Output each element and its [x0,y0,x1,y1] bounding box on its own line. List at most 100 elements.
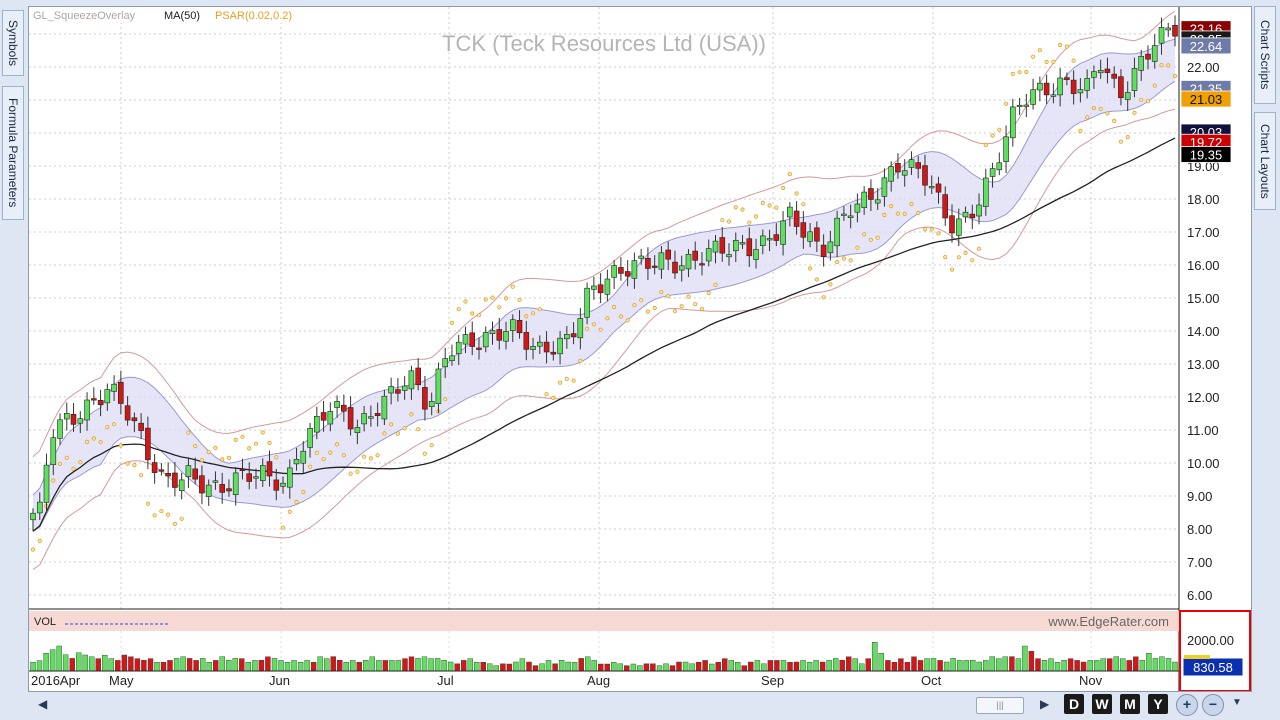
psar-dot [821,295,826,300]
psar-dot [213,445,218,450]
volume-bar [330,656,336,672]
volume-bar [735,662,741,672]
chart-canvas[interactable]: TCK (Teck Resources Ltd (USA)) GL_Squeez… [29,7,1251,692]
volume-bar [1048,658,1054,672]
volume-bar [722,658,728,672]
candle [455,341,462,355]
candle [807,231,813,242]
watermark: www.EdgeRater.com [1047,614,1169,629]
scroll-left-arrow[interactable]: ◀ [38,697,48,711]
volume-bar [324,658,330,672]
candle [435,368,442,405]
volume-bar [232,658,239,672]
volume-bar [630,663,637,672]
candle [901,170,908,176]
candle [138,422,144,431]
psar-dot [794,191,799,196]
candle [158,469,165,472]
candle [30,512,36,521]
psar-dot [152,513,157,518]
psar-dot [841,256,847,261]
psar-dot [503,296,509,301]
chart-frame[interactable]: TCK (Teck Resources Ltd (USA)) GL_Squeez… [28,6,1252,692]
candle [719,237,726,254]
volume-bar [461,660,467,672]
psar-dot [875,235,880,240]
volume-bar [1015,658,1022,672]
psar-dot [1078,128,1083,133]
scroll-thumb[interactable]: ||| [976,697,1024,714]
psar-dot [1166,63,1171,68]
candle [746,238,753,257]
candle [1091,71,1097,78]
bottom-toolbar [0,692,1280,720]
tab-symbols[interactable]: Symbols [2,10,24,76]
psar-dot [199,457,204,463]
psar-dot [341,453,346,458]
volume-bar [395,660,402,672]
volume-bar [865,658,871,672]
candle [577,318,584,339]
volume-bar [859,663,865,672]
volume-bar [780,660,787,672]
candle [699,263,705,266]
psar-dot [449,320,455,325]
volume-bar [258,660,265,672]
volume-bar [663,663,669,672]
candle [915,162,922,169]
candle [63,412,70,420]
candle [1145,53,1151,60]
legend-ma50: MA(50) [164,10,200,22]
volume-current-tag [1182,657,1244,677]
candle [685,254,692,270]
candle [881,177,888,197]
candle [651,265,658,268]
volume-bar [43,653,49,672]
volume-bar [173,658,180,672]
candle [469,332,476,347]
zoom-in-icon[interactable]: + [1176,694,1198,716]
candle [1111,73,1117,79]
candle [226,488,232,492]
candle [1151,45,1158,62]
volume-bar [199,658,206,672]
timeframe-week-button[interactable]: W [1092,694,1112,714]
volume-bar [304,660,310,672]
psar-dot [280,525,286,530]
candle [334,401,340,408]
scroll-down-arrow[interactable]: ▼ [1232,697,1242,708]
psar-dot [976,246,982,251]
psar-dot [1112,118,1117,124]
timeframe-year-button[interactable]: Y [1148,694,1168,714]
candle [307,427,313,448]
psar-dot [922,227,928,232]
psar-dot [611,304,617,310]
tab-formula-parameters[interactable]: Formula Parameters [2,86,24,220]
volume-bar [545,660,552,672]
timeframe-day-button[interactable]: D [1064,694,1084,714]
psar-dot [179,516,184,521]
psar-dot [30,547,36,552]
tab-chart-layouts[interactable]: Chart Layouts [1254,112,1276,210]
zoom-out-icon[interactable]: − [1202,694,1224,716]
candle [1077,89,1084,94]
candle [611,265,617,278]
psar-dot [916,210,921,216]
scroll-right-arrow[interactable]: ▶ [1040,697,1050,711]
psar-dot [848,258,853,263]
volume-bar [996,658,1002,672]
volume-bar [1106,658,1113,672]
candle [712,240,719,253]
volume-bar [1022,645,1028,672]
candle [692,250,699,261]
candle [861,191,868,209]
volume-bar [839,660,845,672]
psar-dot [632,303,637,308]
volume-bar [402,658,408,672]
tab-chart-scripts[interactable]: Chart Scripts [1254,6,1276,104]
candle [253,476,259,479]
psar-dot [409,412,414,417]
timeframe-month-button[interactable]: M [1120,694,1140,714]
psar-dot [591,322,597,327]
volume-bar [1120,658,1126,672]
